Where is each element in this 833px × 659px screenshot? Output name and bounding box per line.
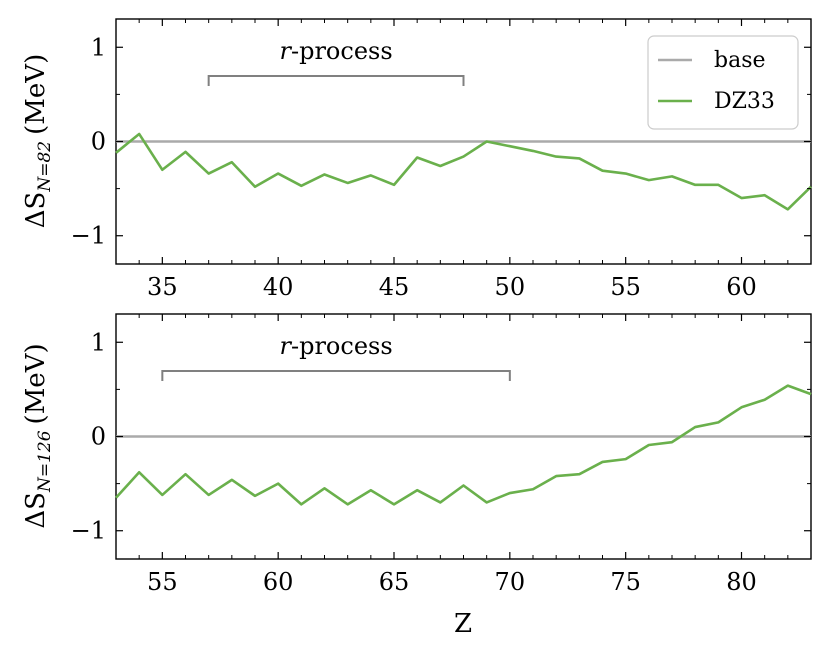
x-tick-label: 45	[379, 273, 410, 301]
x-tick-label: 50	[495, 273, 526, 301]
r-process-annotation-top: r-process	[207, 37, 465, 86]
y-tick-label: −1	[71, 222, 106, 250]
x-tick-label: 55	[147, 568, 178, 596]
x-tick-label: 80	[726, 568, 757, 596]
r-process-label-top: r-process	[280, 37, 393, 65]
x-tick-label: 75	[610, 568, 641, 596]
y-tick-label: 1	[91, 328, 106, 356]
x-tick-label: 60	[726, 273, 757, 301]
r-process-annotation-bottom: r-process	[161, 332, 511, 381]
y-axis-label-top: ΔSN=82(MeV)	[21, 54, 55, 228]
r-process-bracket-bottom	[161, 370, 511, 381]
x-tick-label: 40	[263, 273, 294, 301]
legend: base DZ33	[647, 35, 799, 130]
x-tick-label: 35	[147, 273, 178, 301]
y-axis-label-bottom: ΔSN=126(MeV)	[21, 343, 55, 528]
series-dz33-line-bottom	[115, 384, 812, 506]
series-dz33-line-top	[115, 132, 812, 211]
y-tick-label: −1	[71, 517, 106, 545]
y-tick-label: 1	[91, 33, 106, 61]
x-tick-label: 65	[379, 568, 410, 596]
x-tick-label: 55	[610, 273, 641, 301]
x-tick-label: 70	[495, 568, 526, 596]
y-tick-label: 0	[91, 128, 106, 156]
panel-top: 35 40 45 50 55 60 −1 0 1 r-process ΔSN=82(MeV) b…	[21, 18, 812, 301]
r-process-bracket-top	[207, 75, 465, 86]
r-process-label-bottom: r-process	[280, 332, 393, 360]
y-tick-label: 0	[91, 423, 106, 451]
x-axis-label: Z	[454, 609, 472, 639]
legend-label-dz33: DZ33	[714, 89, 775, 114]
legend-label-base: base	[714, 48, 766, 73]
panel-bottom: 55 60 65 70 75 80−101 r-process ΔSN=126(MeV) …	[21, 313, 812, 639]
x-tick-label: 60	[263, 568, 294, 596]
